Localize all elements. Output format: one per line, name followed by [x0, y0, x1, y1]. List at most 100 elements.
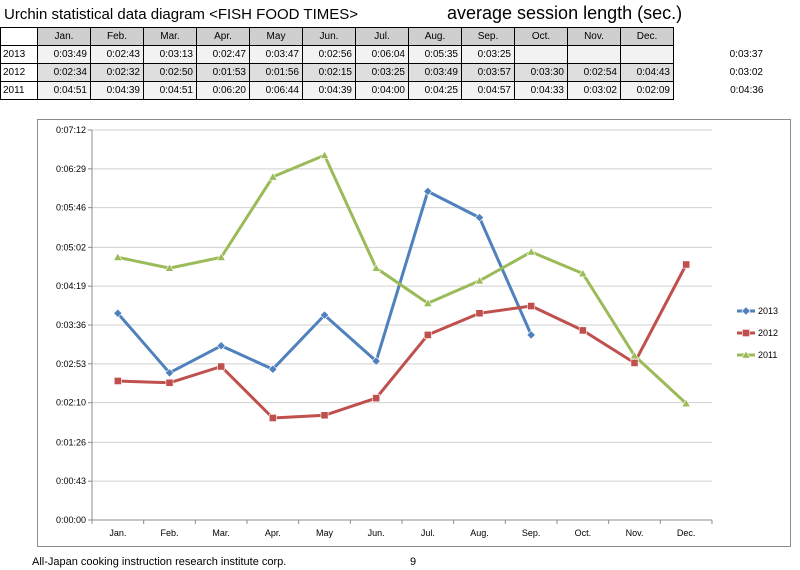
total-header [673, 27, 767, 46]
table-header-row: Jan. Feb. Mar. Apr. May Jun. Jul. Aug. S… [0, 27, 767, 46]
month-header: Apr. [196, 27, 250, 46]
table-cell: 0:04:57 [461, 81, 515, 100]
y-tick-label: 0:07:12 [56, 125, 86, 135]
y-tick-label: 0:04:19 [56, 281, 86, 291]
data-point-2011 [268, 172, 278, 181]
chart-legend: 2013 2012 2011 [737, 306, 778, 360]
table-cell: 0:03:49 [408, 63, 462, 82]
table-cell: 0:04:33 [514, 81, 568, 100]
table-cell: 0:06:44 [249, 81, 303, 100]
x-tick-label: May [316, 528, 334, 538]
legend-marker-2013 [741, 306, 751, 316]
table-cell: 0:04:51 [143, 81, 197, 100]
x-tick-label: Nov. [626, 528, 644, 538]
data-point-2011 [578, 268, 588, 278]
data-point-2013 [371, 356, 381, 366]
line-chart: 0:00:00 0:00:43 0:01:26 0:02:10 0:02:53 0:03:… [37, 119, 791, 547]
y-tick-label: 0:00:43 [56, 476, 86, 486]
data-point-2011 [319, 150, 330, 159]
legend-marker-2011 [741, 350, 751, 359]
table-cell: 0:01:56 [249, 63, 303, 82]
data-point-2013 [113, 308, 123, 318]
table-cell: 0:03:13 [143, 45, 197, 64]
x-tick-label: Jan. [109, 528, 126, 538]
data-point-2012 [372, 394, 381, 403]
x-tick-label: Apr. [265, 528, 281, 538]
month-header: Jul. [355, 27, 409, 46]
x-tick-label: Jul. [421, 528, 435, 538]
x-tick-label: Feb. [160, 528, 178, 538]
month-header: Feb. [90, 27, 144, 46]
row-total: 0:04:36 [730, 85, 764, 96]
legend-label: 2013 [758, 306, 778, 316]
data-point-2013 [164, 368, 175, 378]
row-year: 2013 [0, 45, 38, 64]
table-cell: 0:04:51 [37, 81, 91, 100]
table-cell: 0:02:47 [196, 45, 250, 64]
legend-label: 2011 [758, 350, 777, 360]
x-tick-label: Dec. [677, 528, 696, 538]
x-tick-label: Mar. [212, 528, 230, 538]
y-tick-label: 0:05:02 [56, 242, 86, 252]
table-cell: 0:03:30 [514, 63, 568, 82]
y-tick-label: 0:06:29 [56, 164, 86, 174]
data-point-2013 [474, 212, 485, 223]
data-point-2012 [217, 362, 226, 371]
table-cell: 0:02:15 [302, 63, 356, 82]
data-point-2011 [526, 247, 536, 256]
table-cell: 0:02:43 [90, 45, 144, 64]
data-point-2012 [268, 414, 277, 422]
data-point-2011 [164, 263, 175, 272]
y-tick-label: 0:05:46 [56, 203, 86, 213]
table-cell: 0:02:56 [302, 45, 356, 64]
table-row: 2013 0:03:49 0:02:43 0:03:13 0:02:47 0:0… [0, 45, 767, 64]
data-point-2012 [423, 331, 432, 339]
metric-title: average session length (sec.) [447, 3, 683, 23]
row-total: 0:03:02 [729, 67, 763, 78]
chart-gridlines [92, 129, 712, 521]
table-cell [514, 45, 568, 64]
data-table: Jan. Feb. Mar. Apr. May Jun. Jul. Aug. S… [0, 27, 767, 100]
table-cell: 0:06:04 [355, 45, 409, 64]
table-row: 2012 0:02:34 0:02:32 0:02:50 0:01:53 0:0… [0, 63, 767, 82]
data-point-2011 [113, 252, 123, 261]
legend-marker-2012 [742, 329, 750, 337]
table-cell [620, 45, 674, 64]
data-point-2013 [526, 330, 536, 340]
table-cell: 0:04:39 [90, 81, 144, 100]
data-point-2011 [216, 252, 226, 261]
data-point-2012 [475, 309, 484, 318]
footer-company: All-Japan cooking instruction research i… [32, 556, 287, 568]
table-cell: 0:02:09 [620, 81, 674, 100]
chart-series [113, 150, 691, 422]
x-axis-ticks: Jan. Feb. Mar. Apr. May Jun. Jul. Aug. Sep. Oct. N… [91, 520, 713, 538]
row-year: 2011 [0, 81, 38, 100]
y-tick-label: 0:01:26 [56, 437, 86, 447]
table-cell: 0:06:20 [196, 81, 250, 100]
y-tick-label: 0:02:53 [56, 359, 86, 369]
month-header: Sep. [461, 27, 515, 46]
data-point-2012 [682, 260, 691, 269]
data-point-2012 [320, 411, 329, 420]
table-corner [0, 27, 38, 46]
month-header: Mar. [143, 27, 197, 46]
month-header: Jun. [302, 27, 356, 46]
y-tick-label: 0:00:00 [56, 515, 86, 525]
x-tick-label: Jun. [368, 528, 385, 538]
row-year: 2012 [0, 63, 38, 82]
table-cell: 0:03:47 [249, 45, 303, 64]
table-row: 2011 0:04:51 0:04:39 0:04:51 0:06:20 0:0… [0, 81, 767, 100]
data-point-2011 [474, 275, 485, 285]
y-tick-label: 0:03:36 [56, 320, 86, 330]
legend-label: 2012 [758, 328, 778, 338]
report-title: Urchin statistical data diagram <FISH FO… [4, 6, 359, 23]
table-cell: 0:03:57 [461, 63, 515, 82]
data-point-2013 [423, 186, 433, 197]
data-point-2011 [423, 298, 433, 307]
data-point-2011 [681, 398, 691, 408]
table-cell: 0:02:54 [567, 63, 621, 82]
data-point-2012 [578, 326, 587, 335]
table-cell: 0:05:35 [408, 45, 462, 64]
table-cell: 0:03:25 [461, 45, 515, 64]
data-point-2012 [527, 302, 536, 310]
